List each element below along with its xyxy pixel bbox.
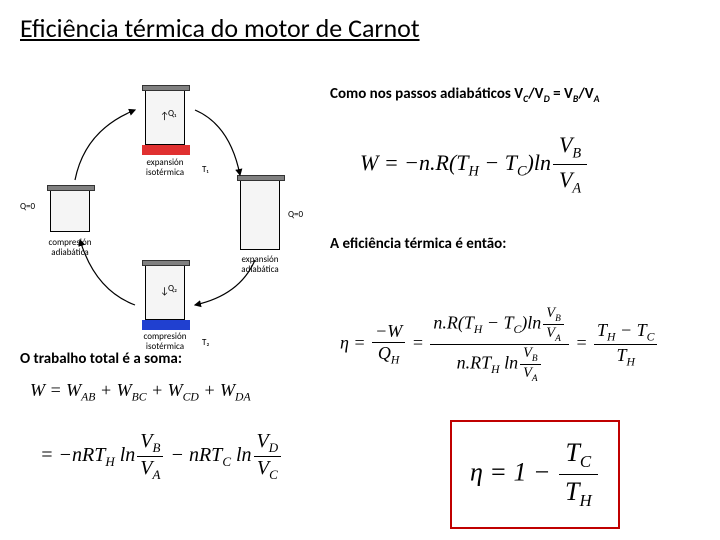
s: H [105,454,114,469]
t: + W [199,380,235,400]
s: BC [132,391,147,404]
t: + W [95,380,131,400]
fraction: −W QH [372,321,405,367]
s: C [580,452,591,471]
fraction: VBVA [137,430,163,483]
total-work-caption: O trabalho total é a soma: [20,350,182,368]
t: n.RT [457,352,492,372]
fraction: TH − TC TH [594,320,657,368]
t: = [412,332,424,352]
s: A [572,181,581,197]
final-efficiency-box: η = 1 − TC TH [450,420,620,529]
t: Q [378,343,391,363]
t: η = 1 − [470,458,551,487]
cycle-arrows-icon [30,70,300,350]
t: T [616,345,626,365]
fraction: TC TH [559,436,598,513]
fraction: VDVC [254,430,282,483]
t: W = −n.R(T [360,150,469,175]
txt: = V [550,85,573,103]
fraction: VBVA [553,130,587,200]
t: + W [147,380,183,400]
s: H [491,363,499,376]
t: n.R(T [433,313,474,333]
s: H [391,354,399,367]
work-expanded-equation: = −nRTH lnVBVA − nRTC lnVDVC [40,430,283,483]
t: η = [340,332,366,352]
t: = −nRT [40,444,105,466]
t: ln [231,444,252,466]
s: C [647,331,655,344]
t: = [575,332,587,352]
t: − nRT [165,444,222,466]
work-equation: W = −n.R(TH − TC)lnVBVA [360,130,589,200]
t: W = W [30,380,81,400]
s: C [517,163,527,179]
adiabatic-caption: Como nos passos adiabáticos VC/VD = VB/V… [330,85,600,105]
t: T [565,438,579,467]
efficiency-caption: A eficiência térmica é então: [330,235,506,253]
t: V [559,132,572,157]
t: T [597,320,607,340]
sub: A [594,93,600,105]
fraction: n.R(TH − TC)lnVBVA n.RTH lnVBVA [430,305,568,384]
t: −W [372,321,405,343]
t: )ln [527,150,551,175]
work-sum-equation: W = WAB + WBC + WCD + WDA [30,380,251,404]
page-title: Eficiência térmica do motor de Carnot [20,12,420,44]
s: DA [235,391,251,404]
t: − T [479,150,517,175]
carnot-diagram: ↑ Q₁ expansión isotérmica T₁ expansión a… [30,70,300,340]
t: ln [115,444,136,466]
t: − T [482,313,513,333]
t: − T [615,320,646,340]
s: AB [81,391,95,404]
efficiency-equation: η = −W QH = n.R(TH − TC)lnVBVA n.RTH lnV… [340,305,659,384]
t: )ln [521,313,541,333]
s: H [626,355,634,368]
t: T [565,477,579,506]
t: V [559,167,572,192]
t: ln [500,352,519,372]
s: B [572,145,581,161]
txt: /V [528,85,543,103]
s: C [222,454,231,469]
s: H [469,163,479,179]
txt: /V [578,85,593,103]
s: H [579,491,591,510]
s: CD [183,391,199,404]
txt: Como nos passos adiabáticos V [330,85,523,103]
